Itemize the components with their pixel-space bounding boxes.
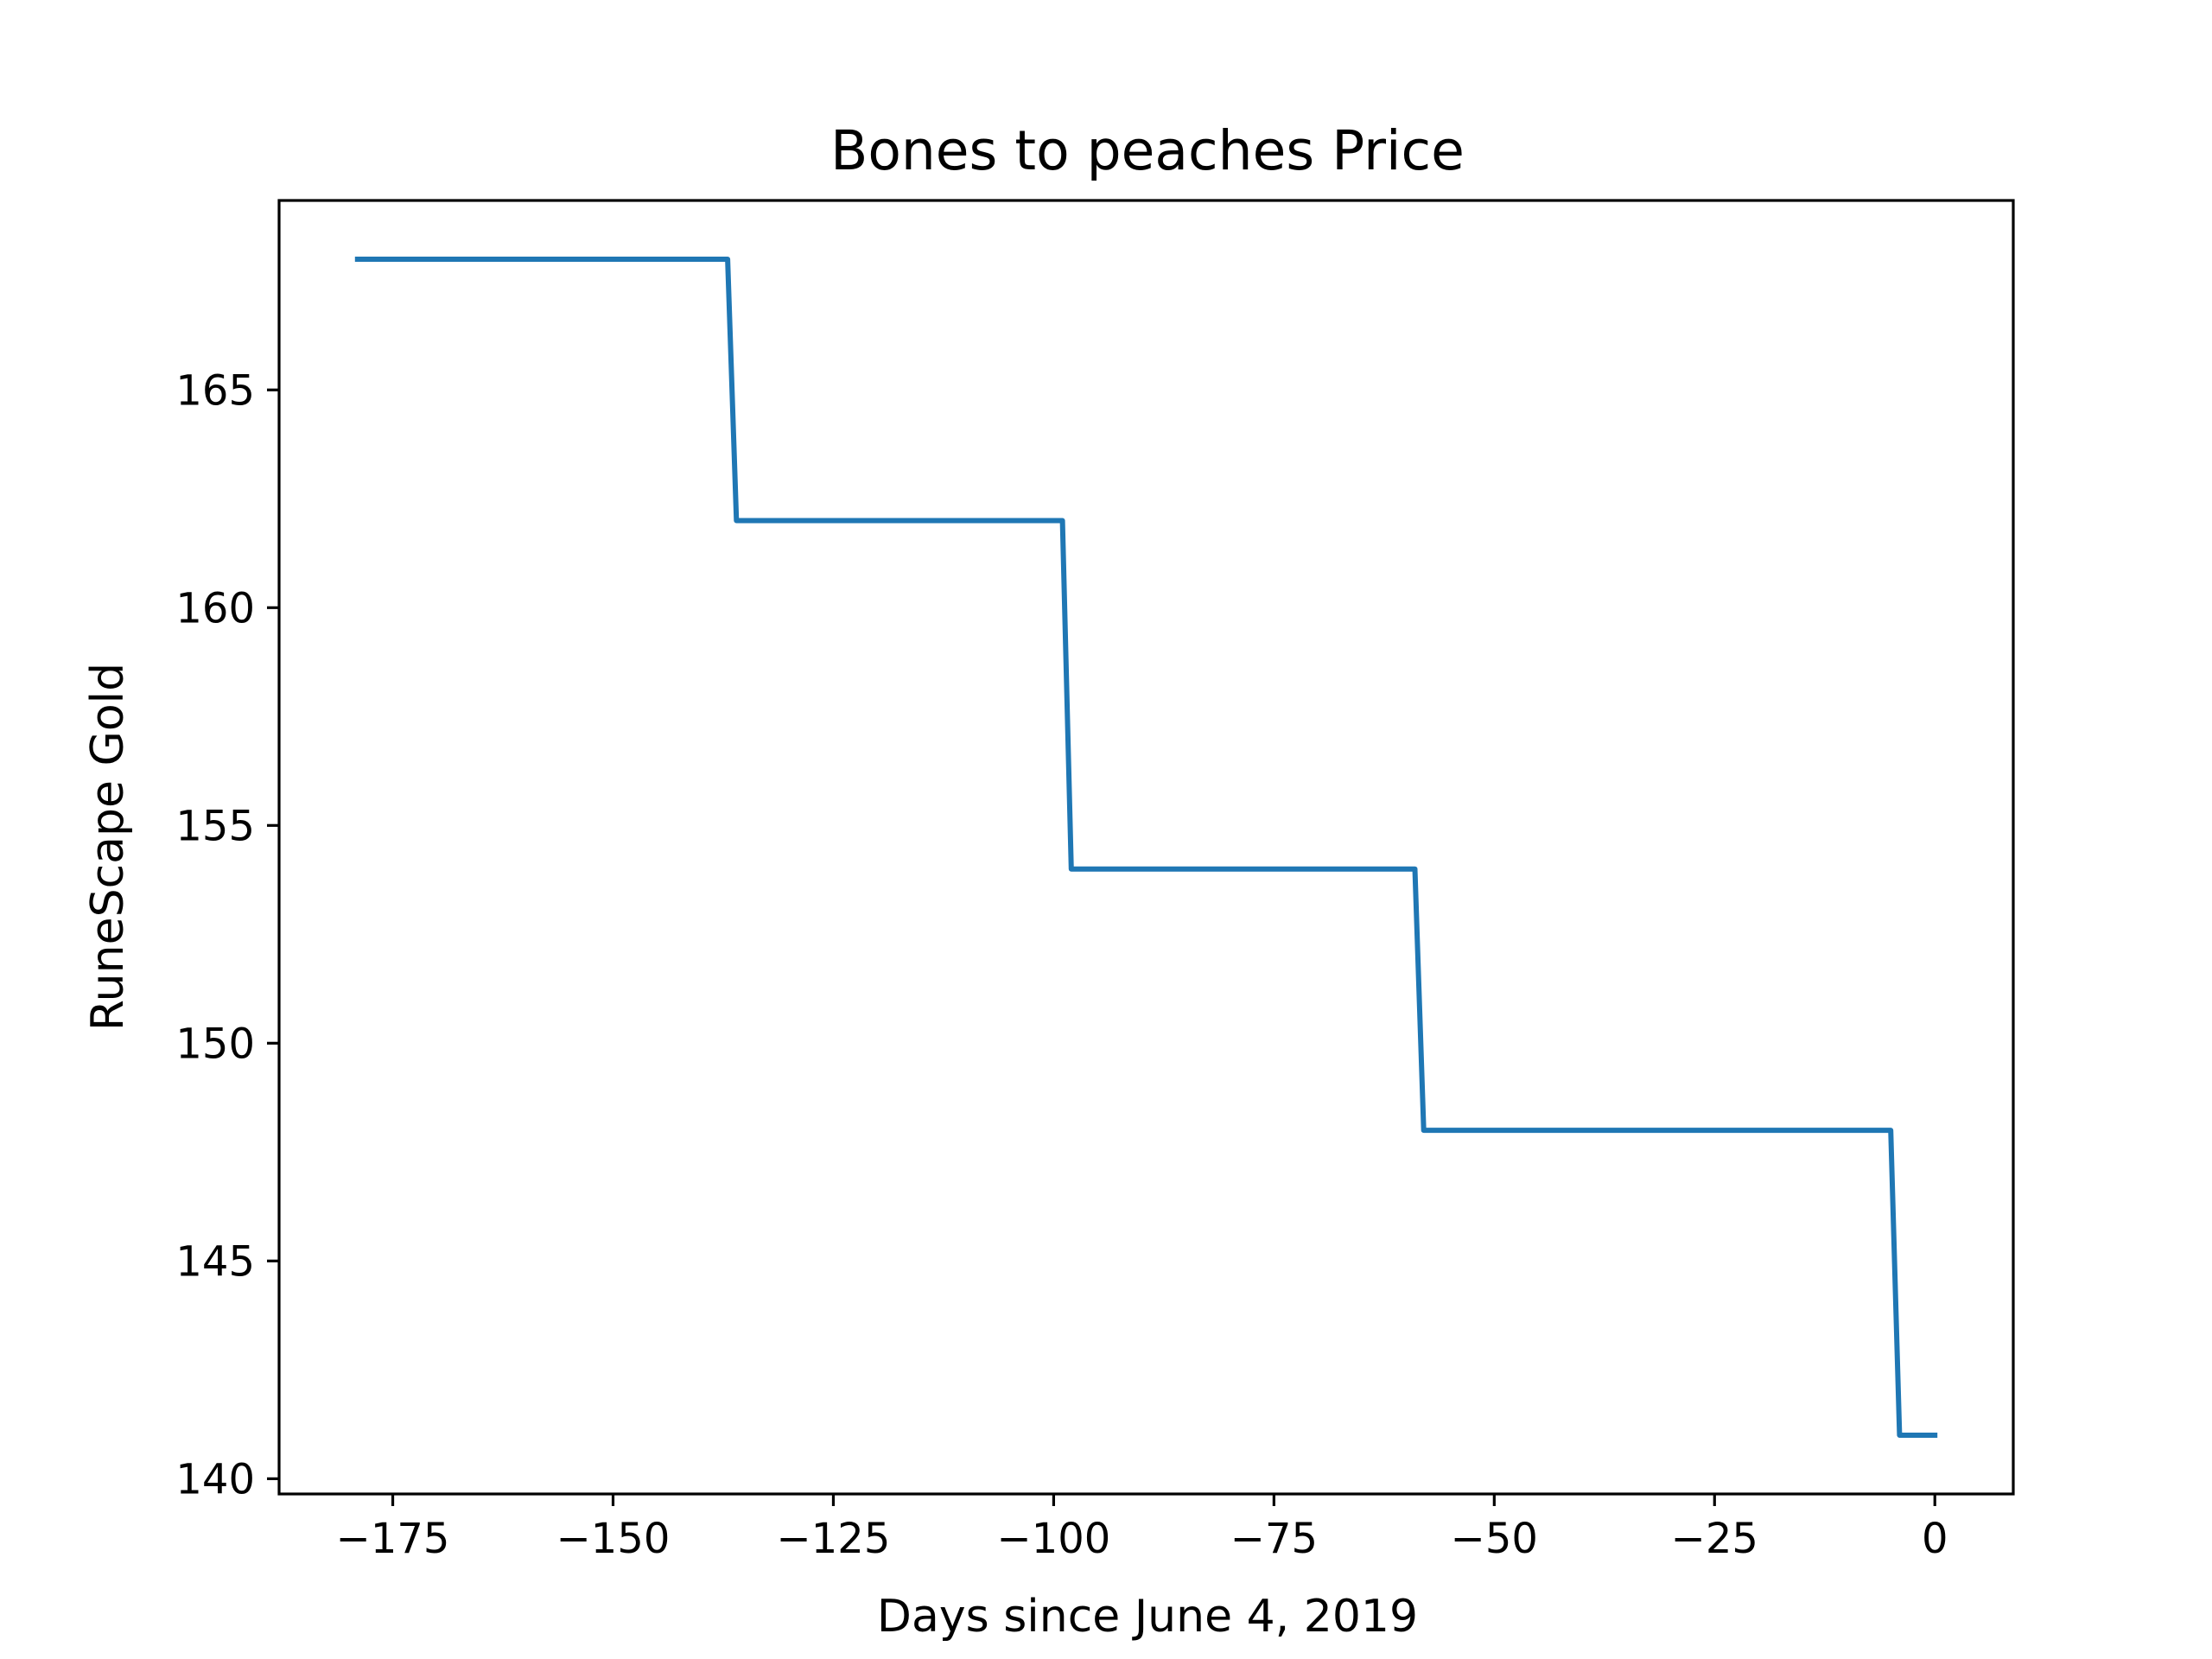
y-tick-label: 140 (175, 1455, 255, 1503)
chart-title: Bones to peaches Price (830, 119, 1465, 182)
x-axis-label: Days since June 4, 2019 (877, 1591, 1418, 1643)
x-tick-label: −75 (1230, 1515, 1318, 1563)
x-tick-label: −175 (336, 1515, 450, 1563)
x-tick-label: −125 (777, 1515, 891, 1563)
plot-frame (277, 199, 2015, 1496)
y-tick-label: 155 (175, 802, 255, 850)
x-tick-label: −25 (1671, 1515, 1758, 1563)
y-tick-label: 145 (175, 1237, 255, 1286)
x-tick-label: −100 (996, 1515, 1110, 1563)
ticks-layer: −175 −150 −125 −100 −75 −50 −25 0 140 145 150 155 16… (175, 366, 1948, 1563)
series-layer (354, 257, 1938, 1438)
y-tick-label: 165 (175, 366, 255, 415)
y-axis-label: RuneScape Gold (82, 663, 134, 1031)
y-tick-label: 150 (175, 1020, 255, 1068)
x-tick-label: −150 (556, 1515, 671, 1563)
y-tick-label: 160 (175, 584, 255, 632)
x-tick-label: −50 (1451, 1515, 1538, 1563)
x-tick-label: 0 (1922, 1515, 1948, 1563)
series-line-0 (354, 257, 1938, 1438)
